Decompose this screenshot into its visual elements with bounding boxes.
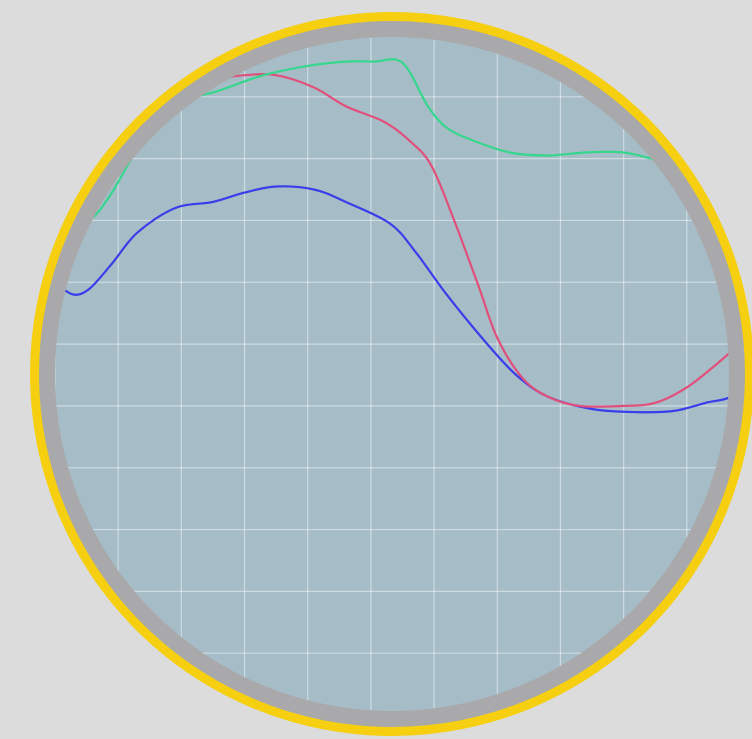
screen-face: [55, 37, 729, 711]
series-line-2: [148, 72, 729, 408]
series-line-1: [57, 185, 729, 414]
